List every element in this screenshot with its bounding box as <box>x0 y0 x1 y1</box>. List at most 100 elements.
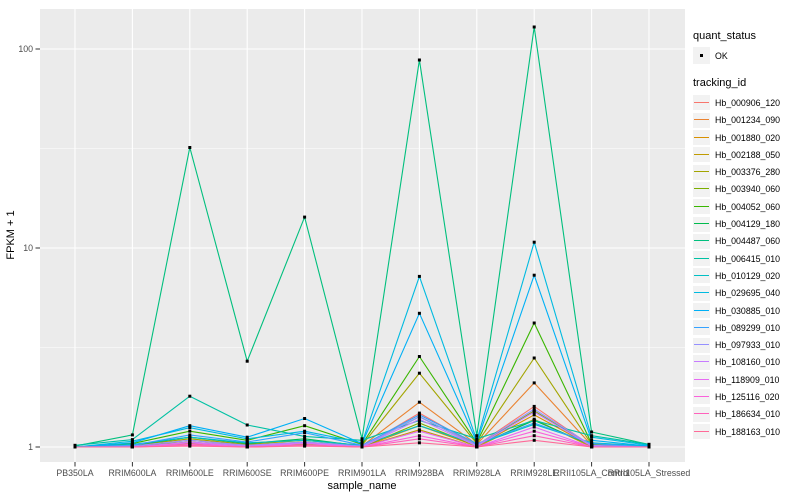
data-point <box>188 435 192 439</box>
data-point <box>303 417 307 420</box>
data-point <box>188 441 192 445</box>
data-point <box>73 445 77 449</box>
data-point <box>245 437 249 441</box>
legend-item-tracking-id: Hb_097933_010 <box>693 336 799 353</box>
data-point <box>188 438 192 442</box>
data-point <box>532 407 536 411</box>
data-point <box>303 424 307 428</box>
legend-item-label: Hb_186634_010 <box>715 409 781 420</box>
legend-item-tracking-id: Hb_004129_180 <box>693 215 799 232</box>
data-point <box>475 440 479 444</box>
x-tick-label: RRIM928LA <box>453 468 501 478</box>
legend-item-tracking-id: Hb_029695_040 <box>693 285 799 302</box>
data-point <box>245 359 249 363</box>
data-point <box>417 421 421 425</box>
data-point <box>130 445 134 449</box>
data-point <box>417 413 421 417</box>
series-color-key-icon <box>693 424 710 440</box>
series-color-key-icon <box>693 285 710 301</box>
legend-item-label: Hb_097933_010 <box>715 340 781 351</box>
data-point <box>417 58 421 62</box>
data-point <box>590 430 594 434</box>
series-color-key-icon <box>693 251 710 267</box>
series-color-key-icon <box>693 199 710 215</box>
data-point <box>360 442 364 446</box>
data-point <box>417 434 421 438</box>
legend-item-tracking-id: Hb_118909_010 <box>693 371 799 388</box>
x-tick-label: RRIM600LE <box>166 468 214 478</box>
series-color-key-icon <box>693 320 710 336</box>
x-tick-label: RRII105LA_Control <box>553 468 629 478</box>
legend-item-label: Hb_010129_020 <box>715 270 781 281</box>
legend-item-tracking-id: Hb_108160_010 <box>693 354 799 371</box>
plot-panel: 1 10 100 PB350LA RRIM600LA RRIM600LE RRIM600SE… <box>18 9 690 478</box>
legend-item-label: Hb_002188_050 <box>715 149 781 160</box>
data-point <box>188 426 192 430</box>
data-point <box>590 442 594 446</box>
data-point <box>303 444 307 448</box>
data-point <box>130 439 134 443</box>
series-color-key-icon <box>693 354 710 370</box>
y-tick-label: 100 <box>18 44 33 54</box>
series-color-key-icon <box>693 130 710 146</box>
legend-item-tracking-id: Hb_030885_010 <box>693 302 799 319</box>
data-point <box>417 429 421 433</box>
data-point <box>475 434 479 438</box>
data-point <box>532 421 536 425</box>
legend-item-label: Hb_004487_060 <box>715 236 781 247</box>
data-point <box>303 434 307 438</box>
data-point <box>130 441 134 445</box>
data-point <box>532 404 536 408</box>
legend-item-label: Hb_003940_060 <box>715 184 781 195</box>
data-point <box>417 417 421 421</box>
legend-item-tracking-id: Hb_001234_090 <box>693 112 799 129</box>
legend-item-label: Hb_001234_090 <box>715 115 781 126</box>
series-color-key-icon <box>693 303 710 318</box>
x-tick-label: RRII105LA_Stressed <box>608 468 691 478</box>
y-tick-label: 1 <box>28 442 33 452</box>
series-color-key-icon <box>693 216 710 232</box>
legend-item-tracking-id: Hb_001880_020 <box>693 129 799 146</box>
x-tick-label: RRIM600PE <box>280 468 329 478</box>
legend-item-tracking-id: Hb_003376_280 <box>693 163 799 180</box>
data-point <box>475 442 479 446</box>
legend-item-label: Hb_003376_280 <box>715 167 781 178</box>
data-point <box>188 394 192 398</box>
data-point <box>130 438 134 442</box>
y-axis-title: FPKM + 1 <box>5 210 17 259</box>
data-point <box>245 440 249 444</box>
legend-item-tracking-id: Hb_006415_010 <box>693 250 799 267</box>
x-tick-label: PB350LA <box>56 468 93 478</box>
data-point <box>360 438 364 442</box>
legend: quant_status OK tracking_id Hb_000906_12… <box>693 30 799 440</box>
data-point <box>303 442 307 446</box>
x-tick-label: RRIM928BA <box>395 468 444 478</box>
legend-item-label: Hb_188163_010 <box>715 426 781 437</box>
legend-item-tracking-id: Hb_004487_060 <box>693 233 799 250</box>
x-tick-label: RRIM928LE <box>510 468 558 478</box>
x-tick-label: RRIM901LA <box>338 468 386 478</box>
legend-item-label: Hb_001880_020 <box>715 132 781 143</box>
data-point <box>475 438 479 442</box>
legend-title-tracking-id: tracking_id <box>693 77 747 90</box>
legend-item-tracking-id: Hb_089299_010 <box>693 319 799 336</box>
legend-item-tracking-id: Hb_186634_010 <box>693 406 799 423</box>
data-point <box>532 356 536 360</box>
data-point <box>417 441 421 445</box>
data-point <box>532 413 536 417</box>
data-point <box>590 435 594 439</box>
data-point <box>303 438 307 442</box>
series-color-key-icon <box>693 112 710 128</box>
ok-point-key-icon <box>693 47 710 65</box>
legend-item-tracking-id: Hb_003940_060 <box>693 181 799 198</box>
data-point <box>532 425 536 429</box>
data-point <box>532 418 536 422</box>
legend-item-label: Hb_006415_010 <box>715 253 781 264</box>
series-color-key-icon <box>693 181 710 197</box>
series-color-key-icon <box>693 147 710 163</box>
series-color-key-icon <box>693 372 710 388</box>
data-point <box>532 240 536 244</box>
tracking-id-item-list: Hb_000906_120 Hb_001234_090 Hb_001880_020 H… <box>693 94 799 440</box>
data-point <box>188 424 192 428</box>
